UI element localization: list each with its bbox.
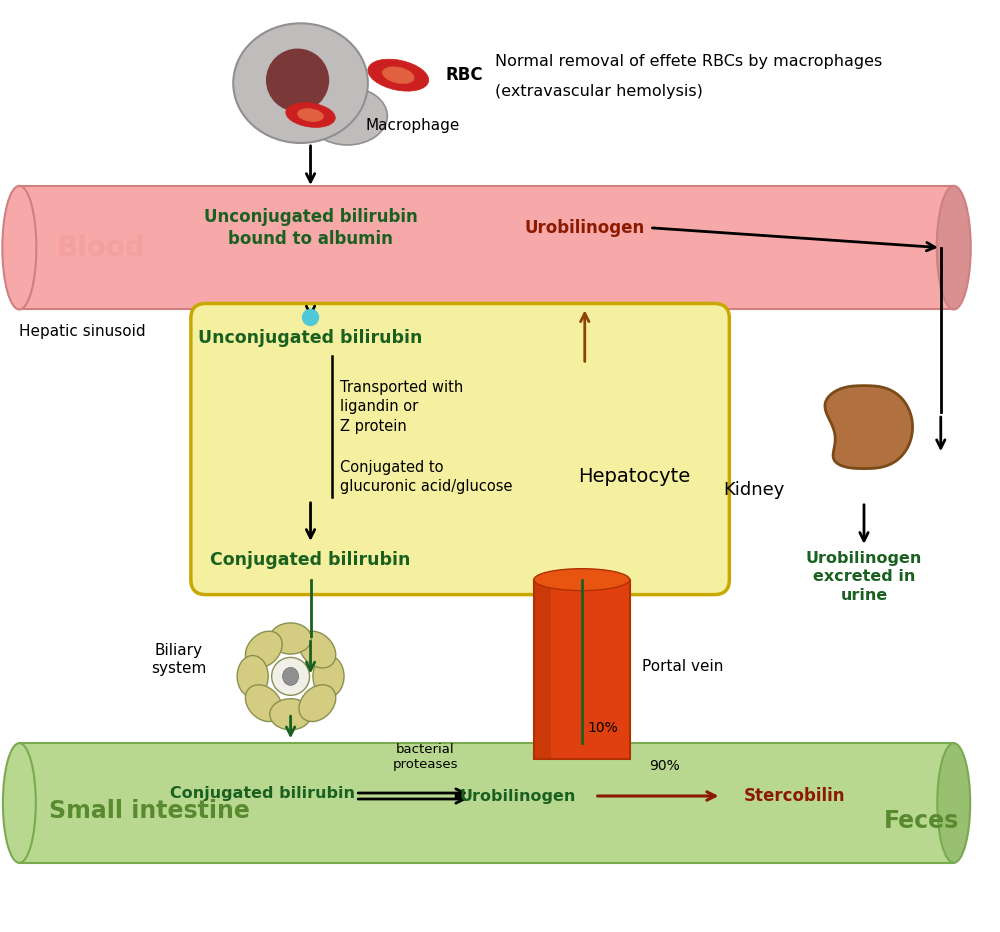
Text: Stercobilin: Stercobilin <box>743 787 845 805</box>
Ellipse shape <box>3 743 36 863</box>
Text: Biliary
system: Biliary system <box>151 643 207 676</box>
Ellipse shape <box>308 87 387 145</box>
Ellipse shape <box>237 655 268 697</box>
Polygon shape <box>825 386 913 469</box>
Text: Kidney: Kidney <box>724 481 785 499</box>
Text: Blood: Blood <box>56 234 145 262</box>
Text: 90%: 90% <box>649 759 680 773</box>
Text: RBC: RBC <box>445 66 483 84</box>
Text: 10%: 10% <box>588 721 619 735</box>
Text: (extravascular hemolysis): (extravascular hemolysis) <box>495 84 703 99</box>
Ellipse shape <box>382 67 414 84</box>
Ellipse shape <box>270 623 311 654</box>
Text: Unconjugated bilirubin: Unconjugated bilirubin <box>198 329 423 348</box>
Ellipse shape <box>303 309 319 325</box>
Bar <box>534 580 551 760</box>
Ellipse shape <box>245 631 282 668</box>
Ellipse shape <box>267 49 328 111</box>
Text: Feces: Feces <box>884 809 959 833</box>
Ellipse shape <box>299 685 336 721</box>
Bar <box>19 743 954 863</box>
Ellipse shape <box>299 631 336 668</box>
Ellipse shape <box>272 657 310 695</box>
Ellipse shape <box>937 185 971 309</box>
Ellipse shape <box>245 685 282 721</box>
Bar <box>19 185 954 309</box>
Ellipse shape <box>313 655 344 697</box>
Text: Conjugated bilirubin: Conjugated bilirubin <box>170 786 355 801</box>
Text: Hepatocyte: Hepatocyte <box>578 468 691 487</box>
Text: Hepatic sinusoid: Hepatic sinusoid <box>19 324 146 339</box>
Ellipse shape <box>286 103 335 128</box>
FancyBboxPatch shape <box>191 304 729 595</box>
Text: Portal vein: Portal vein <box>642 659 723 674</box>
Text: bacterial
proteases: bacterial proteases <box>392 743 458 771</box>
Text: Urobilinogen
excreted in
urine: Urobilinogen excreted in urine <box>806 551 922 603</box>
Text: Normal removal of effete RBCs by macrophages: Normal removal of effete RBCs by macroph… <box>495 54 882 69</box>
Ellipse shape <box>233 23 368 143</box>
Ellipse shape <box>298 109 323 121</box>
Text: Conjugated to
glucuronic acid/glucose: Conjugated to glucuronic acid/glucose <box>340 460 513 494</box>
Text: Transported with
ligandin or
Z protein: Transported with ligandin or Z protein <box>340 380 464 433</box>
Polygon shape <box>534 580 630 760</box>
Ellipse shape <box>270 699 311 730</box>
Ellipse shape <box>368 60 429 91</box>
Ellipse shape <box>534 569 630 591</box>
Ellipse shape <box>283 667 299 685</box>
Text: Urobilinogen: Urobilinogen <box>460 788 576 803</box>
Ellipse shape <box>937 743 970 863</box>
Text: Small intestine: Small intestine <box>49 799 250 823</box>
Ellipse shape <box>2 185 36 309</box>
Text: Macrophage: Macrophage <box>365 117 460 132</box>
Text: Conjugated bilirubin: Conjugated bilirubin <box>210 551 411 569</box>
Text: Urobilinogen: Urobilinogen <box>525 219 645 237</box>
Text: Unconjugated bilirubin
bound to albumin: Unconjugated bilirubin bound to albumin <box>204 208 417 248</box>
